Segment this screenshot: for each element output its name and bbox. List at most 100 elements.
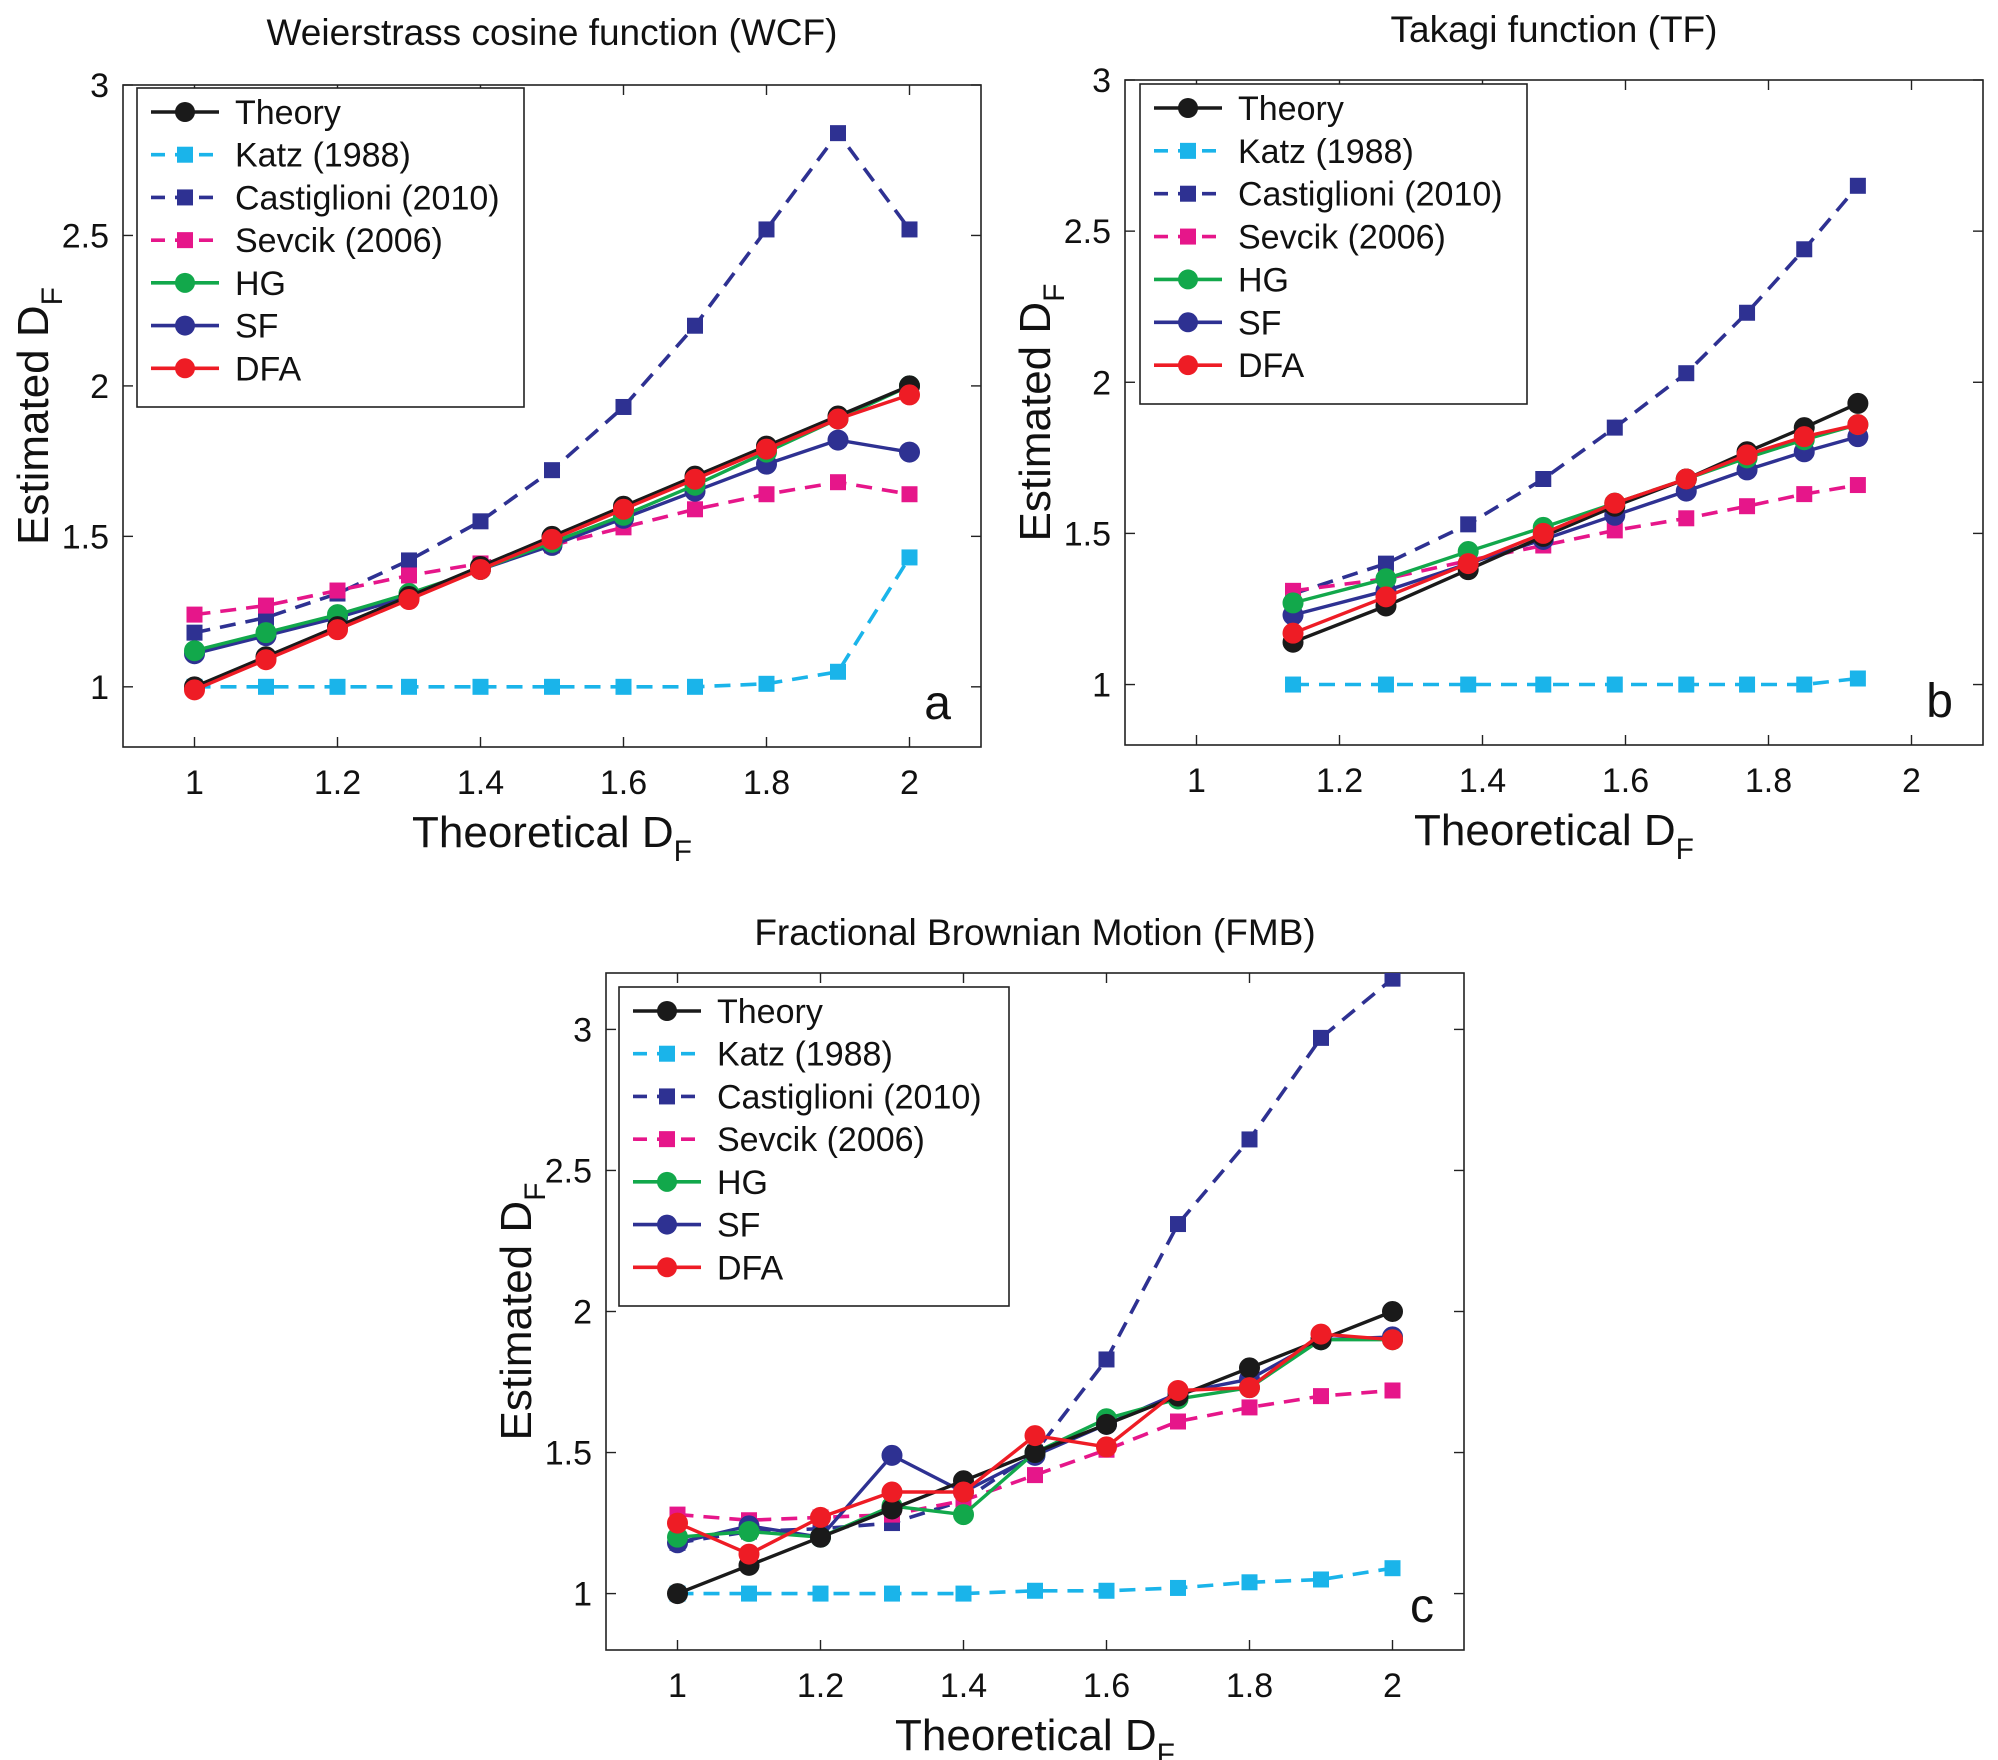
panel-c-xlabel-main: Theoretical D <box>895 1711 1157 1760</box>
panel-b-legend-item-castiglioni-2010-label: Castiglioni (2010) <box>1238 176 1503 214</box>
panel-b-series-sevcik-2006-point <box>1678 510 1695 527</box>
panel-b-legend-item-dfa: DFA <box>1154 347 1304 385</box>
panel-b-legend-item-theory-swatch-marker <box>1178 98 1198 118</box>
panel-a-legend-item-dfa-label: DFA <box>235 350 301 388</box>
panel-a-xtick-label: 1 <box>185 764 204 802</box>
panel-c-series-sevcik-2006-point <box>1241 1399 1258 1416</box>
panel-a-legend-item-hg-swatch-marker <box>175 272 195 293</box>
panel-b-ytick-label: 2 <box>1092 364 1111 402</box>
panel-c-legend-item-dfa-swatch-marker <box>657 1257 677 1278</box>
panel-c-series-theory-point <box>667 1583 688 1605</box>
panel-c-series-dfa-point <box>1310 1323 1332 1345</box>
panel-c-legend-item-theory-swatch-marker <box>657 1001 677 1021</box>
panel-b-series-castiglioni-2010-point <box>1849 177 1866 194</box>
panel-b-xlabel-sub: F <box>1676 833 1694 866</box>
panel-b-legend-item-castiglioni-2010: Castiglioni (2010) <box>1154 176 1503 214</box>
panel-a-series-dfa-point <box>827 408 849 430</box>
panel-b-series-katz-1988-point <box>1606 676 1623 693</box>
panel-b-series-castiglioni-2010-point <box>1678 365 1695 382</box>
panel-c-series-theory <box>667 1301 1403 1605</box>
panel-c-series-katz-1988-point <box>1241 1574 1258 1591</box>
panel-b-ytick-label: 1 <box>1092 667 1111 705</box>
panel-c-series-katz-1988-point <box>1098 1582 1115 1599</box>
panel-a-series-dfa-point <box>184 679 205 701</box>
panel-a-series-katz-1988-line <box>194 556 912 689</box>
panel-a-legend-item-katz-1988-label: Katz (1988) <box>235 137 411 175</box>
panel-c-legend-box <box>618 986 1010 1307</box>
panel-b-chart: Takagi function (TF) 1 1.2 1.4 1.6 1.8 2 1 1.5 2 2… <box>1011 9 1984 866</box>
panel-c-ylabel: Estimated DF <box>492 1183 552 1441</box>
panel-c-xlabel: Theoretical DF <box>895 1711 1175 1760</box>
panel-b-series-castiglioni-2010-point <box>1606 419 1623 436</box>
panel-c-xlabel-sub: F <box>1157 1738 1175 1760</box>
panel-c-legend-item-sf-swatch-marker <box>657 1214 677 1235</box>
panel-c-series-theory-point <box>1382 1301 1403 1322</box>
panel-b-series-dfa-point <box>1847 414 1869 436</box>
panel-b-ytick-label: 1.5 <box>1064 515 1111 553</box>
panel-c-series-hg-point <box>953 1504 974 1526</box>
panel-a-series-katz-1988-point <box>830 663 846 680</box>
panel-a-xtick-label: 2 <box>900 764 919 802</box>
panel-a-series-katz-1988-point <box>258 678 274 695</box>
panel-b-xtick-label: 2 <box>1902 762 1921 800</box>
panel-a-legend-item-sf-swatch-marker <box>175 315 195 336</box>
panel-c-xtick-label: 1.6 <box>1083 1667 1130 1705</box>
panel-c-series-katz-1988-point <box>1384 1560 1401 1577</box>
panel-c-legend-item-hg-swatch-marker <box>657 1171 677 1192</box>
panel-a-series-dfa-point <box>327 619 348 641</box>
panel-c-series-dfa-point <box>1024 1425 1046 1447</box>
panel-a-panel-letter: a <box>924 677 951 730</box>
panel-c-series-sevcik-2006-line <box>677 1388 1393 1522</box>
panel-c-legend-item-sevcik-2006: Sevcik (2006) <box>633 1121 925 1159</box>
panel-b-legend-item-sf-label: SF <box>1238 304 1281 342</box>
panel-a-title: Weierstrass cosine function (WCF) <box>267 12 838 53</box>
panel-a-series-katz-1988-point <box>687 678 703 695</box>
panel-c-data-layer <box>667 973 1403 1605</box>
panel-c-series-castiglioni-2010-point <box>1384 973 1401 987</box>
panel-a-series-dfa <box>184 384 920 701</box>
panel-b-xlabel: Theoretical DF <box>1414 806 1694 866</box>
panel-a-series-katz-1988-point <box>901 549 918 566</box>
panel-c-series-dfa-point <box>810 1506 831 1528</box>
panel-a-xtick-label: 1.6 <box>600 764 647 802</box>
panel-a-xlabel: Theoretical DF <box>412 808 692 868</box>
panel-a-series-castiglioni-2010-point <box>544 462 560 479</box>
panel-b-series-dfa-point <box>1604 492 1626 514</box>
panel-c-ytick-label: 1 <box>573 1576 592 1614</box>
panel-c-series-dfa-point <box>1167 1379 1189 1401</box>
panel-b-series-katz-1988-point <box>1377 676 1394 693</box>
panel-b-series-katz-1988-point <box>1678 676 1695 693</box>
panel-c-series-castiglioni-2010-point <box>1170 1216 1186 1233</box>
panel-b-series-castiglioni-2010-point <box>1739 304 1756 321</box>
panel-a-series-hg-point <box>184 640 205 662</box>
panel-c-series-katz-1988-point <box>1313 1571 1329 1588</box>
panel-b-legend-item-katz-1988-label: Katz (1988) <box>1238 133 1414 171</box>
panel-b-xlabel-main: Theoretical D <box>1414 806 1676 855</box>
panel-b-series-dfa-point <box>1532 522 1554 544</box>
panel-c-series-sevcik-2006-point <box>1313 1388 1329 1405</box>
panel-a-ylabel: Estimated DF <box>9 287 69 545</box>
panel-c-series-katz-1988-line <box>677 1566 1393 1596</box>
panel-b-legend-item-dfa-swatch-marker <box>1178 355 1198 376</box>
panel-c-xtick-label: 1.4 <box>940 1667 987 1705</box>
panel-a-series-sevcik-2006-point <box>329 582 346 599</box>
panel-b-series-katz-1988-point <box>1535 676 1552 693</box>
panel-a-xlabel-sub: F <box>674 835 692 868</box>
panel-b-series-castiglioni-2010-point <box>1535 471 1552 487</box>
panel-a-chart: Weierstrass cosine function (WCF) 1 1.2 1.4… <box>9 12 982 868</box>
panel-b-xtick-label: 1.6 <box>1602 762 1649 800</box>
panel-c-xtick-label: 1.2 <box>797 1667 844 1705</box>
panel-c-xtick-label: 1.8 <box>1226 1667 1273 1705</box>
panel-b-legend-item-katz-1988: Katz (1988) <box>1154 133 1414 171</box>
panel-a-series-katz-1988-point <box>544 678 560 695</box>
panel-a-legend-item-sevcik-2006-label: Sevcik (2006) <box>235 222 443 260</box>
panel-b-panel-letter: b <box>1926 675 1953 728</box>
panel-b-series-theory-point <box>1847 392 1869 414</box>
panel-b-data-layer <box>1282 177 1869 693</box>
panel-b-plot-frame <box>1124 79 1984 746</box>
panel-c-series-hg-point <box>738 1521 760 1543</box>
panel-b-legend-item-hg-label: HG <box>1238 261 1289 299</box>
panel-c-series-katz-1988-point <box>955 1585 972 1602</box>
panel-c-series-sevcik-2006-point <box>1170 1413 1186 1430</box>
